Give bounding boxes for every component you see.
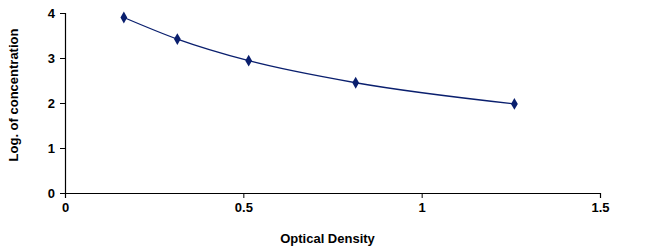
tick-label: 4 bbox=[48, 6, 56, 21]
tick-mark bbox=[60, 13, 65, 14]
marker bbox=[352, 77, 359, 89]
tick-label: 0 bbox=[62, 200, 69, 215]
tick-mark bbox=[243, 193, 244, 198]
x-axis: 0 0.5 1 1.5 bbox=[62, 193, 610, 215]
tick: 1 bbox=[419, 193, 426, 215]
marker bbox=[511, 98, 518, 110]
marker bbox=[245, 55, 252, 67]
tick: 0.5 bbox=[235, 193, 253, 215]
marker bbox=[120, 12, 127, 24]
tick-mark bbox=[600, 193, 601, 198]
y-axis: 0 1 2 3 4 bbox=[48, 6, 66, 201]
tick: 4 bbox=[48, 6, 65, 21]
tick-mark bbox=[60, 103, 65, 104]
tick-mark bbox=[422, 193, 423, 198]
tick: 0 bbox=[62, 193, 69, 215]
chart: 0 0.5 1 1.5 0 1 2 3 4 Optical Density Log. of conc… bbox=[0, 0, 660, 250]
tick: 1 bbox=[48, 141, 65, 156]
tick-label: 0 bbox=[48, 186, 55, 201]
tick-mark bbox=[60, 148, 65, 149]
tick-label: 1.5 bbox=[591, 200, 609, 215]
tick-label: 1 bbox=[48, 141, 55, 156]
tick-label: 3 bbox=[48, 51, 55, 66]
axis-line bbox=[60, 14, 66, 194]
y-axis-title: Log. of concentration bbox=[6, 29, 21, 162]
tick-label: 1 bbox=[419, 200, 426, 215]
axis-line bbox=[66, 194, 601, 199]
series bbox=[120, 12, 517, 110]
tick-mark bbox=[60, 193, 65, 194]
marker bbox=[174, 33, 181, 45]
line bbox=[124, 18, 515, 104]
tick: 1.5 bbox=[591, 193, 609, 215]
tick-label: 2 bbox=[48, 96, 55, 111]
tick-label: 0.5 bbox=[235, 200, 253, 215]
tick: 3 bbox=[48, 51, 65, 66]
tick: 0 bbox=[48, 186, 65, 201]
x-axis-title: Optical Density bbox=[280, 231, 375, 246]
tick-mark bbox=[60, 58, 65, 59]
plot: 0 0.5 1 1.5 0 1 2 3 4 bbox=[48, 6, 610, 216]
tick: 2 bbox=[48, 96, 65, 111]
